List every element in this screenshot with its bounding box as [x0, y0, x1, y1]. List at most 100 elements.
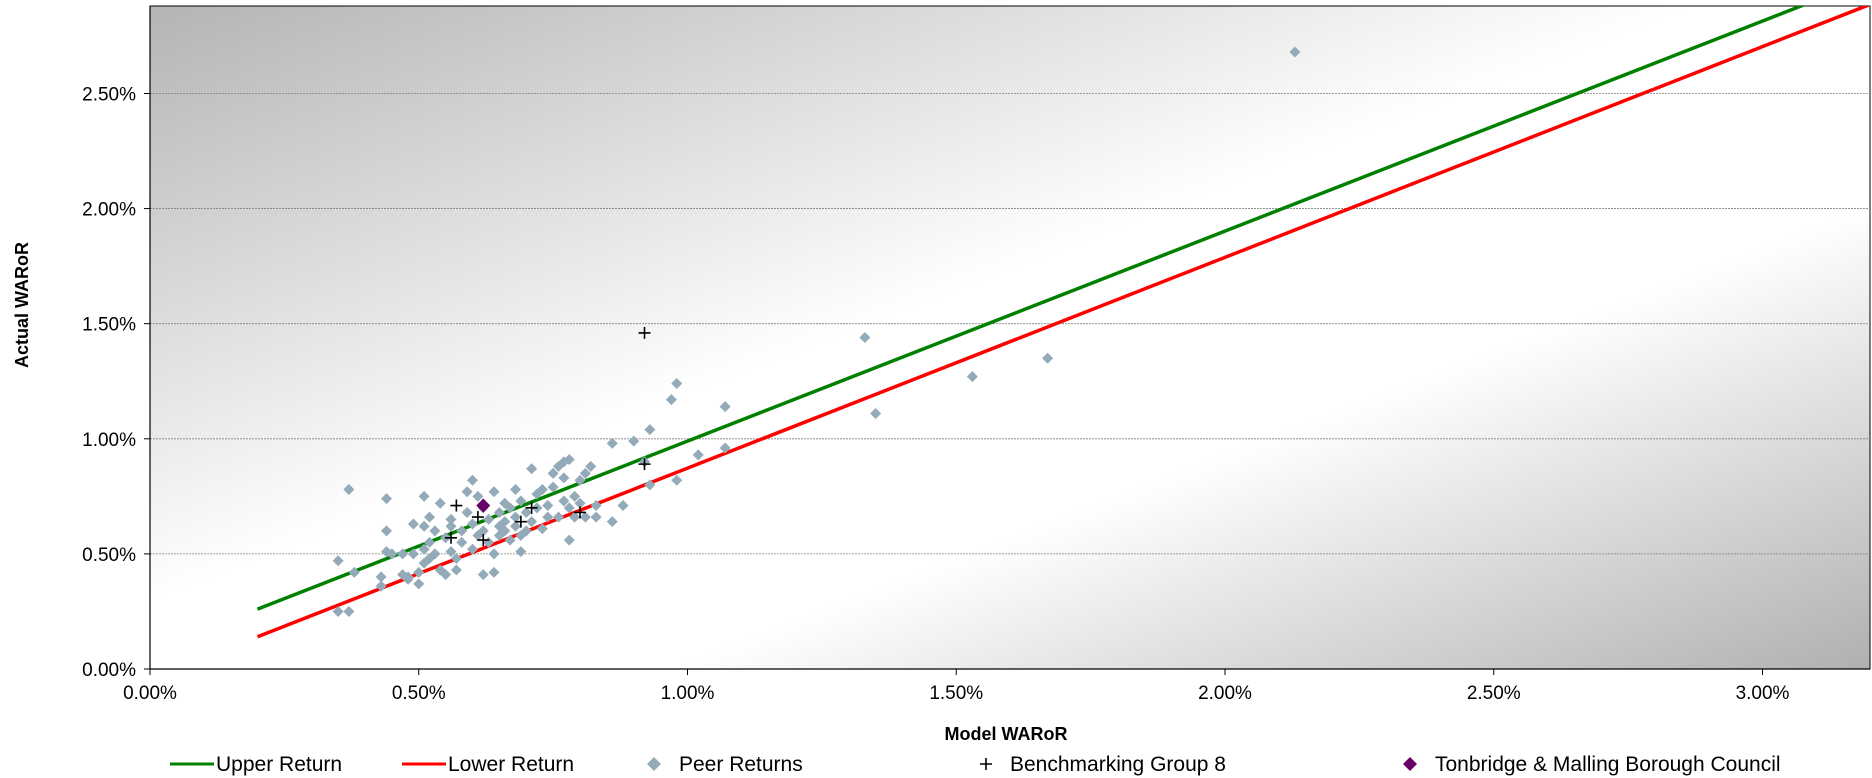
peer-return-point [332, 605, 344, 617]
peer-return-point [574, 497, 586, 509]
peer-return-point [445, 546, 457, 558]
peer-return-point [429, 548, 441, 560]
peer-return-point [665, 394, 677, 406]
peer-return-point [434, 497, 446, 509]
peer-return-point [504, 502, 516, 514]
benchmark-point [477, 534, 490, 547]
benchmark-point [638, 458, 651, 471]
legend-label-lower-return: Lower Return [448, 753, 574, 776]
y-axis-title: Actual WARoR [12, 242, 32, 368]
peer-return-point [520, 525, 532, 537]
y-tick-label: 0.00% [82, 660, 136, 681]
peer-return-point [461, 486, 473, 498]
peer-return-point [558, 472, 570, 484]
series-line-lower-return [256, 6, 1870, 639]
x-axis-title: Model WARoR [945, 724, 1068, 744]
peer-return-point [424, 511, 435, 523]
y-tick-label: 2.50% [82, 84, 136, 105]
peer-return-point [553, 511, 564, 523]
peer-return-point [343, 605, 355, 617]
peer-return-point [585, 460, 597, 472]
peer-return-point [332, 555, 344, 567]
council-point [476, 498, 491, 513]
peer-return-point [504, 534, 516, 546]
legend-label-peer-returns: Peer Returns [679, 753, 803, 776]
peer-return-point [413, 578, 425, 590]
peer-return-point [429, 525, 441, 537]
peer-return-point [381, 525, 392, 537]
peer-return-point [606, 516, 618, 528]
x-tick-label: 1.50% [929, 683, 983, 704]
series-points [332, 46, 1301, 617]
peer-return-point [488, 486, 500, 498]
peer-return-point [606, 437, 618, 449]
legend-item-upper-return: Upper Return [170, 753, 342, 776]
peer-return-point [563, 502, 575, 514]
x-tick-label: 0.00% [123, 683, 177, 704]
peer-return-point [467, 543, 478, 555]
legend-label-upper-return: Upper Return [216, 753, 342, 776]
legend-item-benchmarking-group-8: Benchmarking Group 8 [980, 753, 1226, 776]
peer-return-point [719, 442, 731, 454]
peer-return-point [542, 500, 554, 512]
peer-return-point [510, 511, 521, 523]
peer-return-point [450, 553, 462, 564]
axes [149, 6, 1870, 670]
peer-return-point [644, 424, 656, 436]
benchmark-point [450, 499, 463, 512]
peer-return-point [467, 518, 478, 530]
peer-return-point [966, 371, 978, 383]
peer-return-point [569, 511, 581, 523]
peer-return-point [386, 548, 398, 560]
peer-return-point [859, 332, 871, 343]
peer-return-point [424, 536, 435, 548]
peer-return-point [418, 490, 430, 502]
peer-return-point [563, 534, 575, 546]
peer-return-point [510, 483, 521, 495]
peer-return-point [520, 506, 532, 518]
peer-return-point [375, 580, 387, 592]
peer-return-point [563, 454, 575, 466]
benchmark-point [525, 501, 538, 514]
peer-return-point [499, 516, 511, 528]
peer-return-point [407, 518, 419, 530]
x-tick-label: 3.00% [1736, 683, 1790, 704]
series-line-upper-return [256, 6, 1806, 611]
peer-return-point [719, 401, 731, 413]
peer-return-point [536, 483, 548, 495]
peer-return-point [542, 511, 554, 523]
benchmark-point [574, 506, 586, 519]
peer-return-point [467, 474, 478, 486]
peer-return-point [450, 564, 462, 576]
peer-return-point [493, 506, 505, 518]
y-tick-label: 0.50% [82, 545, 136, 566]
peer-return-point [381, 493, 392, 505]
peer-return-point [488, 548, 500, 560]
y-axis-ticks: 0.00% 0.50% 1.00% 1.50% 2.00% 2.50% [82, 84, 150, 681]
x-tick-label: 2.50% [1467, 683, 1521, 704]
peer-return-point [407, 548, 419, 560]
peer-return-point [461, 506, 473, 518]
peer-return-point [692, 449, 704, 461]
peer-return-point [477, 569, 489, 581]
benchmark-point [638, 326, 651, 339]
peer-return-point [579, 511, 591, 523]
peer-return-point [547, 481, 559, 493]
peer-return-point [515, 546, 527, 558]
peer-return-point [397, 548, 409, 560]
benchmark-point [445, 531, 457, 544]
peer-return-point [440, 569, 452, 581]
y-tick-label: 1.00% [82, 430, 136, 451]
peer-return-point [590, 511, 602, 523]
peer-return-point [515, 495, 527, 507]
legend-item-peer-returns: Peer Returns [647, 753, 803, 776]
peer-return-point [343, 483, 355, 495]
peer-return-point [547, 467, 559, 479]
peer-return-point [472, 490, 484, 502]
peer-return-point [1042, 352, 1054, 364]
peer-return-point [617, 500, 629, 512]
peer-return-point [375, 571, 387, 583]
peer-return-point [445, 520, 457, 532]
peer-return-point [536, 523, 548, 535]
